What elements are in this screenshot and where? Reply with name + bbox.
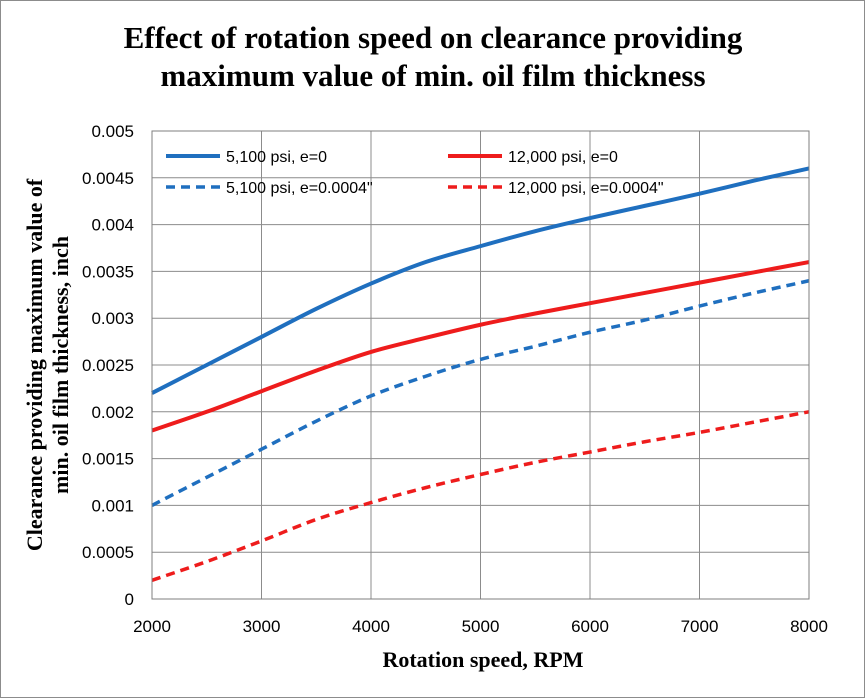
x-tick-label: 2000 [133,617,171,636]
y-tick-label: 0.004 [91,216,134,235]
legend-item-5100psi-e0: 5,100 psi, e=0 [166,149,327,166]
y-axis-title: Clearance providing maximum value of min… [22,178,73,551]
legend-item-5100psi-e0004: 5,100 psi, e=0.0004" [166,180,373,197]
legend-item-12000psi-e0004: 12,000 psi, e=0.0004" [448,180,664,197]
legend: 5,100 psi, e=0 12,000 psi, e=0 5,100 psi, … [166,149,664,197]
legend-label: 5,100 psi, e=0 [226,149,327,166]
x-tick-labels: 2000 3000 4000 5000 6000 7000 8000 [133,617,828,636]
y-axis-title-line-1: Clearance providing maximum value of [22,178,47,551]
x-tick-label: 3000 [243,617,281,636]
x-tick-label: 6000 [571,617,609,636]
y-tick-label: 0.002 [91,403,134,422]
series-line-5100psi-e0004 [151,279,810,507]
chart-title-line-2: maximum value of min. oil film thickness [160,58,705,93]
series-lines [151,166,810,582]
y-tick-label: 0.005 [91,122,134,141]
y-tick-label: 0.0015 [82,450,134,469]
y-tick-label: 0.0025 [82,356,134,375]
x-tick-label: 7000 [681,617,719,636]
legend-label: 5,100 psi, e=0.0004" [226,180,373,197]
x-tick-label: 4000 [352,617,390,636]
series-line-5100psi-e0 [151,166,810,395]
y-tick-label: 0.0045 [82,169,134,188]
x-tick-label: 8000 [790,617,828,636]
plot-area-frame [151,130,810,600]
legend-label: 12,000 psi, e=0.0004" [508,180,664,197]
chart-title-line-1: Effect of rotation speed on clearance pr… [124,20,743,55]
series-line-12000psi-e0004 [151,410,810,582]
legend-item-12000psi-e0: 12,000 psi, e=0 [448,149,618,166]
x-axis-title: Rotation speed, RPM [382,647,583,672]
series-line-12000psi-e0 [151,260,810,433]
grid [151,130,810,600]
chart-title: Effect of rotation speed on clearance pr… [124,20,743,93]
y-tick-label: 0.0035 [82,262,134,281]
x-tick-label: 5000 [462,617,500,636]
y-tick-labels: 0 0.0005 0.001 0.0015 0.002 0.0025 0.003 0.0035… [82,122,134,609]
legend-label: 12,000 psi, e=0 [508,149,618,166]
y-tick-label: 0.003 [91,309,134,328]
y-axis-title-line-2: min. oil film thickness, inch [48,236,73,494]
y-tick-label: 0.0005 [82,543,134,562]
y-tick-label: 0 [125,590,134,609]
y-tick-label: 0.001 [91,496,134,515]
